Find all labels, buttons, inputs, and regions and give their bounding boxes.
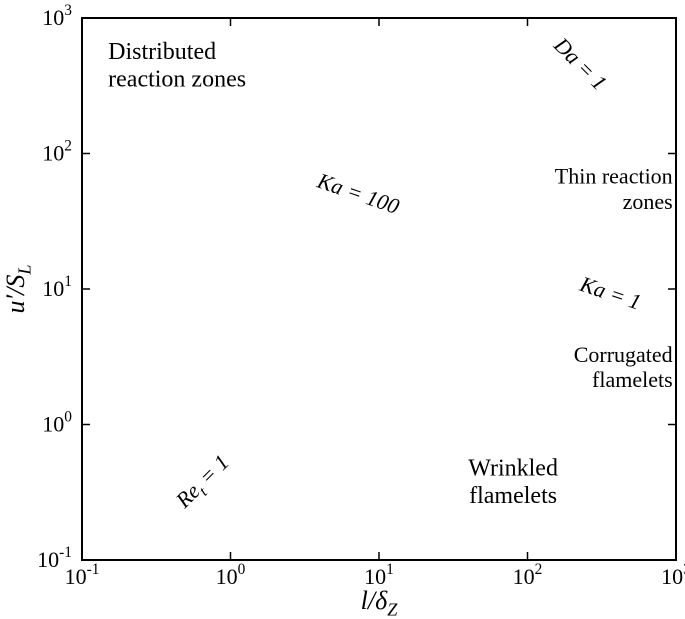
regime-diagram: 10-110010110210310-1100101102103l/δZu′/S… (0, 0, 685, 619)
chart-svg: 10-110010110210310-1100101102103l/δZu′/S… (0, 0, 685, 619)
region-label: Wrinkledflamelets (468, 456, 558, 510)
chart-background (0, 0, 685, 619)
x-tick-label: 103 (661, 561, 685, 589)
